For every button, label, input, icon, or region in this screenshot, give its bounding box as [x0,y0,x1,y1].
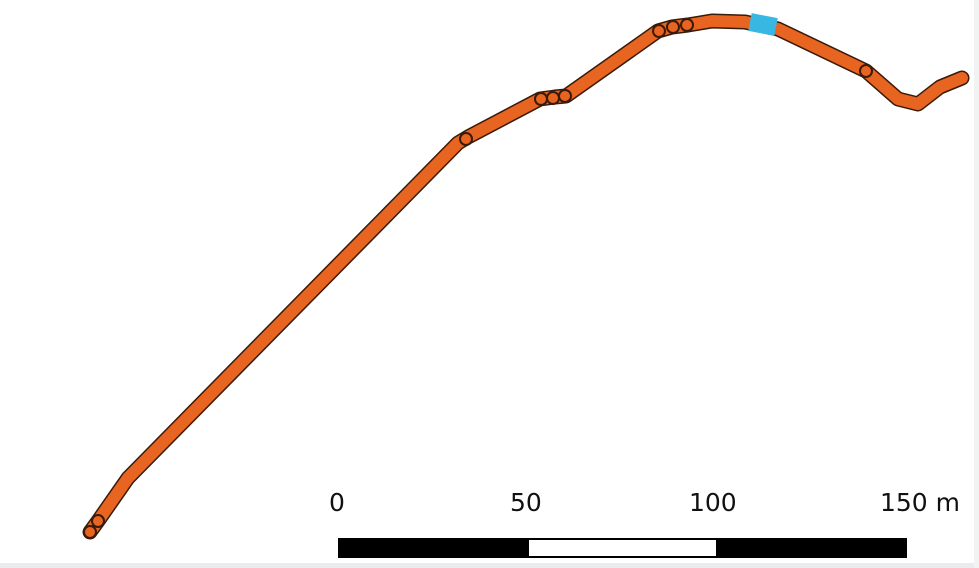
scale-label-100: 100 [689,488,737,517]
track-vertex[interactable] [91,514,105,528]
scale-label-150: 150 m [880,488,961,517]
route-track[interactable] [84,15,968,538]
track-vertices [83,18,873,539]
scale-label-50: 50 [510,488,542,517]
scale-bar-segment-2 [527,538,718,558]
scale-label-0: 0 [329,488,345,517]
route-track-outline [82,13,970,540]
track-vertex[interactable] [666,20,680,34]
track-vertex[interactable] [558,89,572,103]
track-vertex[interactable] [534,92,548,106]
map-frame-bottom [0,563,979,568]
track-vertex[interactable] [859,64,873,78]
track-vertex[interactable] [459,132,473,146]
scale-bar-segment-3 [716,538,907,558]
map-frame-right [974,0,979,568]
track-vertex[interactable] [83,525,97,539]
scale-bar-segment-1 [338,538,529,558]
track-vertex[interactable] [680,18,694,32]
track-vertex[interactable] [546,91,560,105]
track-vertex[interactable] [652,24,666,38]
highlighted-segment[interactable] [748,13,778,36]
